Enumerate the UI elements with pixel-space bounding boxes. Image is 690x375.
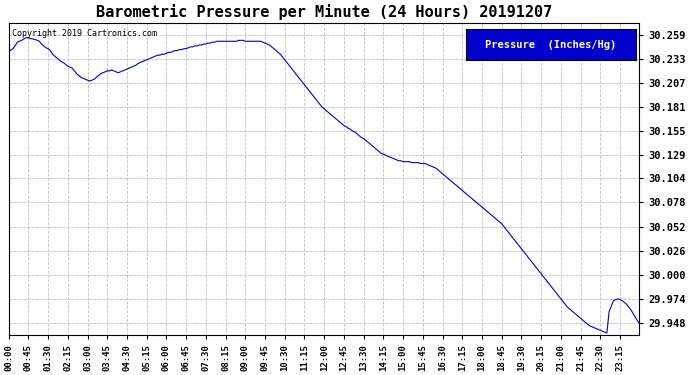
Title: Barometric Pressure per Minute (24 Hours) 20191207: Barometric Pressure per Minute (24 Hours… — [96, 4, 552, 20]
Text: Copyright 2019 Cartronics.com: Copyright 2019 Cartronics.com — [12, 29, 157, 38]
